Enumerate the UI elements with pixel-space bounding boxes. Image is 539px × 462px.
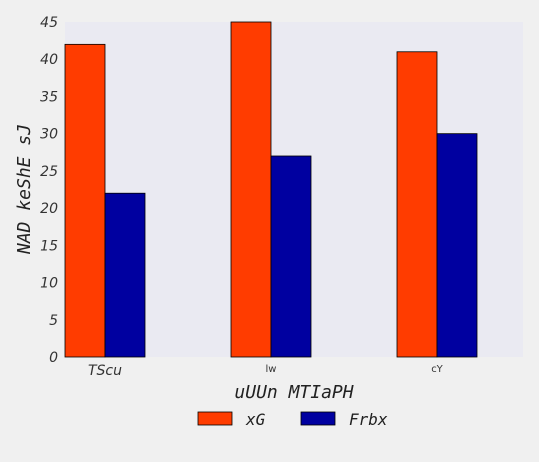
- x-axis-ticks: TScu lw cY: [88, 363, 444, 379]
- y-axis-ticks: 0 5 10 15 20 25 30 35 40 45: [40, 15, 58, 366]
- y-tick-label: 35: [40, 89, 58, 105]
- bar-Frbx-cY: [436, 133, 478, 358]
- bar-Frbx-lw: [270, 155, 312, 358]
- legend: xG Frbx: [197, 410, 388, 429]
- legend-swatch-xG: [197, 411, 233, 426]
- x-tick-label: lw: [266, 364, 277, 375]
- y-tick-label: 45: [40, 15, 58, 31]
- y-tick-label: 20: [40, 201, 58, 217]
- bars-group: [64, 21, 478, 358]
- x-axis-title: uUUn MTIaPH: [234, 382, 353, 403]
- y-axis-title: NAD keShE sJ: [14, 124, 35, 255]
- x-tick-label: cY: [431, 364, 443, 375]
- bar-xG-TScu: [64, 43, 106, 358]
- legend-swatch-Frbx: [300, 411, 336, 426]
- legend-label: Frbx: [349, 410, 388, 429]
- legend-label: xG: [245, 410, 266, 429]
- y-tick-label: 5: [49, 313, 58, 329]
- y-tick-label: 10: [40, 276, 58, 292]
- y-tick-label: 0: [49, 350, 58, 366]
- bar-xG-lw: [230, 21, 272, 358]
- bar-xG-cY: [396, 51, 438, 358]
- y-tick-label: 25: [40, 164, 58, 180]
- bar-Frbx-TScu: [104, 192, 146, 358]
- y-tick-label: 30: [40, 127, 58, 143]
- y-tick-label: 15: [40, 238, 58, 254]
- x-tick-label: TScu: [88, 363, 122, 379]
- y-tick-label: 40: [40, 52, 58, 68]
